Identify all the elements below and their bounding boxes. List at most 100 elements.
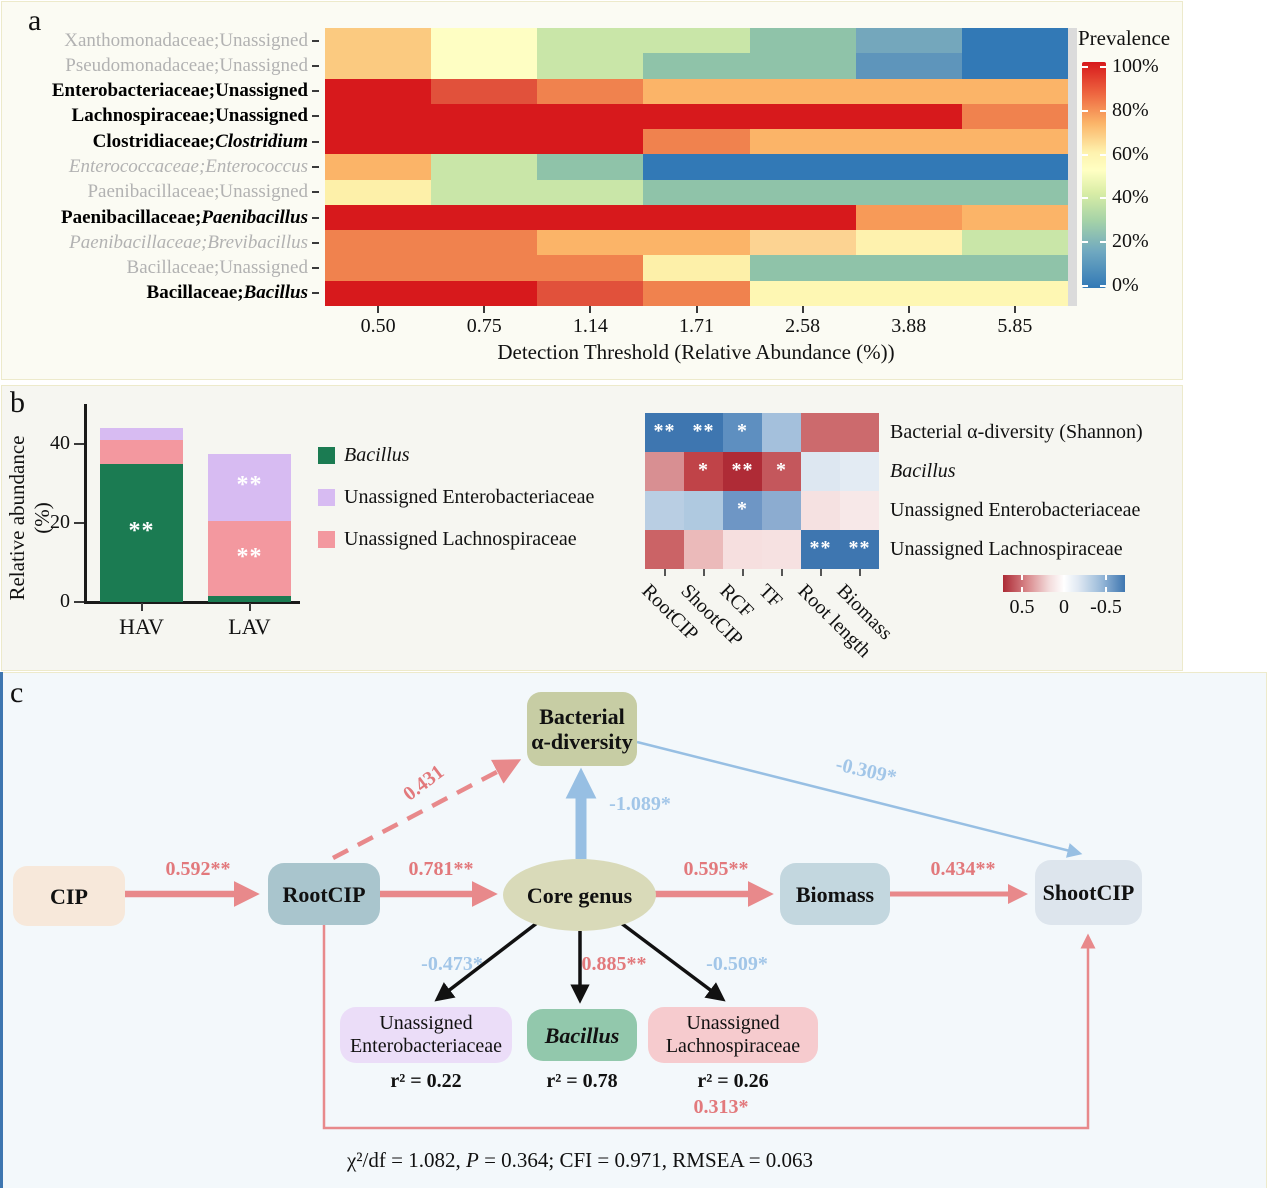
sem-node-label: Core genus (526, 882, 633, 908)
prevalence-cell-r3c5 (749, 78, 856, 104)
corr-sig-r2c2: * (698, 458, 709, 481)
sem-node-entero: Unassigned Enterobacteriaceae (340, 1007, 512, 1063)
corr-cb-notch-bot-2 (1105, 587, 1107, 592)
sem-r2-label-3: r² = 0.26 (697, 1070, 769, 1092)
colorbar-tick-l-1 (1082, 109, 1088, 112)
prevalence-cell-r7c1 (325, 179, 432, 205)
prevalence-cell-r1c1 (325, 28, 432, 54)
prevalence-cell-r8c7 (961, 204, 1068, 231)
corr-cb-label-0.5: 0.5 (1009, 596, 1035, 618)
x-tick-label-5: 2.58 (785, 315, 821, 337)
row-label-11: Bacillaceae;Bacillus (16, 282, 308, 304)
corr-sig-r2c4: * (776, 458, 787, 481)
prevalence-cell-r4c2 (431, 103, 538, 130)
row-tick-9 (312, 241, 319, 244)
colorbar-tick-r-4 (1100, 241, 1106, 244)
corr-col-tick-4 (780, 569, 783, 576)
prevalence-cell-r2c6 (855, 53, 962, 79)
x-tick-3 (589, 306, 592, 313)
prevalence-cell-r9c4 (643, 230, 750, 256)
prevalence-cell-r3c2 (431, 78, 538, 104)
prevalence-cell-r3c3 (537, 78, 644, 104)
bar-LAV-segment-0 (208, 596, 291, 602)
text-part: Lachnospiraceae;Unassigned (71, 105, 308, 127)
corr-row-label-2: Bacillus (890, 459, 956, 482)
colorbar-tick-l-2 (1082, 153, 1088, 156)
bar-y-label-0: 0 (60, 590, 70, 612)
prevalence-cell-r1c5 (749, 28, 856, 54)
colorbar-tick-l-3 (1082, 197, 1088, 200)
sem-node-core: Core genus (503, 859, 656, 931)
corr-row-label-1: Bacterial α-diversity (Shannon) (890, 420, 1143, 443)
sem-node-label: Bacterial (539, 704, 625, 729)
corr-cell-r2c4 (762, 452, 801, 491)
prevalence-cell-r10c3 (537, 255, 644, 281)
prevalence-cell-r11c7 (961, 280, 1068, 306)
prevalence-cell-r6c5 (749, 154, 856, 180)
colorbar-tick-r-3 (1100, 197, 1106, 200)
text-part: Paenibacillus (201, 206, 308, 228)
corr-cell-r4c5 (801, 530, 840, 569)
colorbar-label-40%: 40% (1112, 186, 1149, 209)
prevalence-cell-r10c5 (749, 255, 856, 281)
sem-node-alpha: Bacterial α-diversity (527, 692, 637, 766)
text-part: Pseudomonadaceae;Unassigned (65, 54, 308, 76)
corr-cell-r1c4 (762, 413, 801, 452)
prevalence-cell-r1c2 (431, 28, 538, 54)
corr-cell-r4c1 (645, 530, 684, 569)
edge-rootcip-alpha-dashed (331, 759, 522, 860)
sem-edge-label-11: 0.313* (693, 1096, 749, 1118)
colorbar-label-0%: 0% (1112, 274, 1139, 296)
panel-b-letter: b (10, 386, 25, 419)
corr-cb-label-0: 0 (1059, 596, 1069, 618)
text-part: Paenibacillaceae; (61, 206, 202, 228)
colorbar-tick-l-0 (1082, 66, 1088, 68)
colorbar-tick-r-5 (1100, 285, 1106, 287)
row-tick-2 (312, 64, 319, 67)
panel-a-letter: a (28, 4, 42, 37)
prevalence-cell-r8c4 (643, 204, 750, 231)
bar-LAV-segment-1 (208, 521, 291, 597)
bar-HAV-segment-0 (100, 463, 183, 602)
bar-HAV-sig-0: ** (128, 517, 155, 544)
prevalence-cell-r5c7 (961, 129, 1068, 155)
colorbar-tick-l-5 (1082, 285, 1088, 287)
bar-y-tick-0 (74, 601, 84, 603)
x-tick-2 (483, 306, 486, 313)
corr-col-tick-3 (741, 569, 744, 576)
corr-cb-notch-bot-1 (1063, 587, 1065, 592)
corr-cell-r4c6 (840, 530, 879, 569)
corr-col-tick-6 (858, 569, 861, 576)
legend-swatch-2 (318, 489, 335, 506)
prevalence-colorbar (1082, 62, 1106, 288)
sem-node-bacillus: Bacillus (527, 1009, 637, 1061)
bar-y-tick-20 (74, 522, 84, 524)
correlation-colorbar (1003, 575, 1125, 592)
corr-cell-r4c4 (762, 530, 801, 569)
sem-node-lachno: Unassigned Lachnospiraceae (648, 1007, 818, 1063)
sem-fit-statistics: χ²/df = 1.082, P = 0.364; CFI = 0.971, R… (295, 1148, 865, 1173)
prevalence-cell-r6c1 (325, 154, 432, 180)
prevalence-cell-r10c1 (325, 255, 432, 281)
prevalence-cell-r11c2 (431, 280, 538, 306)
prevalence-cell-r2c3 (537, 53, 644, 79)
text-part: Paenibacillaceae;Unassigned (87, 181, 308, 203)
prevalence-cell-r4c4 (643, 103, 750, 130)
prevalence-cell-r10c6 (855, 255, 962, 281)
corr-col-tick-1 (663, 569, 666, 576)
corr-cell-r3c4 (762, 491, 801, 530)
sem-node-shootcip: ShootCIP (1035, 860, 1142, 925)
prevalence-cell-r7c6 (855, 179, 962, 205)
corr-cell-r3c1 (645, 491, 684, 530)
prevalence-cell-r5c2 (431, 129, 538, 155)
prevalence-cell-r3c6 (855, 78, 962, 104)
sem-node-biomass: Biomass (780, 863, 890, 925)
row-tick-3 (312, 90, 319, 93)
corr-cb-notch-top-2 (1105, 575, 1107, 580)
prevalence-cell-r6c2 (431, 154, 538, 180)
x-tick-label-3: 1.14 (572, 315, 608, 337)
prevalence-cell-r4c6 (855, 103, 962, 130)
prevalence-cell-r5c4 (643, 129, 750, 155)
corr-sig-r1c3: * (737, 419, 748, 442)
